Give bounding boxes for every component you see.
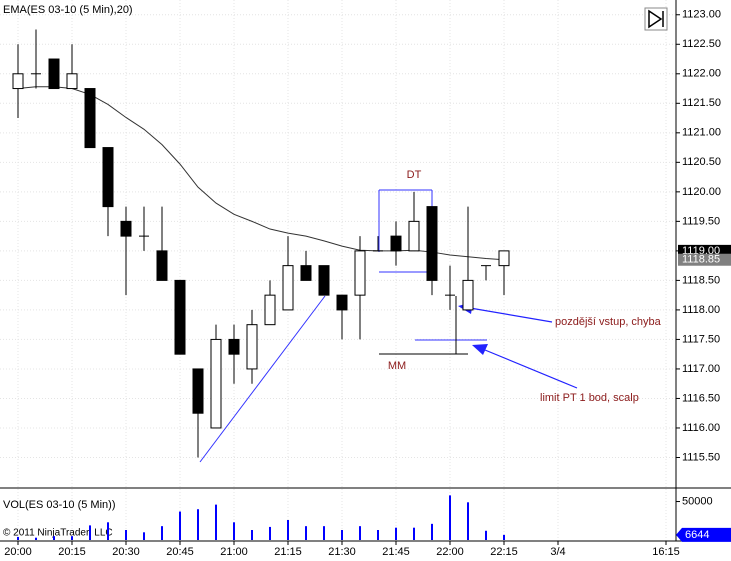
play-icon[interactable] [644, 7, 668, 31]
volume-bar [341, 530, 343, 540]
candle-body [354, 250, 366, 296]
candle-body [390, 235, 402, 252]
value-label: 6644 [685, 529, 709, 541]
y-tick-label: 1115.50 [682, 451, 720, 463]
candle-body [264, 294, 276, 326]
x-tick-label: 16:15 [652, 546, 680, 558]
candle-body [102, 147, 114, 208]
y-tick-label: 1116.50 [682, 392, 720, 404]
candle-body [228, 338, 240, 355]
annotation: limit PT 1 bod, scalp [540, 392, 639, 404]
y-tick-label: 1117.00 [682, 363, 720, 375]
volume-bar [17, 536, 19, 540]
volume-bar [269, 526, 271, 540]
x-tick-label: 21:00 [220, 546, 248, 558]
volume-bar [71, 536, 73, 540]
y-tick-label: 1119.50 [682, 215, 720, 227]
x-tick-label: 20:15 [58, 546, 86, 558]
candle-body [192, 368, 204, 414]
candle-body [408, 220, 420, 252]
value-label-box [676, 527, 731, 542]
y-tick-label: 1116.00 [682, 422, 720, 434]
x-tick-label: 20:30 [112, 546, 140, 558]
candle-body [426, 206, 438, 281]
volume-bar [485, 530, 487, 540]
annotation: DT [407, 169, 422, 181]
volume-bar [323, 526, 325, 540]
volume-bar [107, 522, 109, 540]
volume-bar [179, 511, 181, 540]
volume-bar [161, 526, 163, 540]
y-tick-label: 1118.50 [682, 274, 720, 286]
y-tick-label: 1123.00 [682, 9, 721, 21]
candle-body [282, 265, 294, 311]
annotation: pozdější vstup, chyba [555, 316, 662, 328]
volume-bar [413, 527, 415, 540]
volume-bar [233, 522, 235, 540]
y-tick-label: 1118.00 [682, 304, 720, 316]
candle-body [48, 58, 60, 90]
volume-bar [197, 509, 199, 540]
candle-body [66, 73, 78, 90]
y-tick-label: 1120.00 [682, 186, 721, 198]
x-tick-label: 20:45 [166, 546, 194, 558]
volume-bar [449, 495, 451, 540]
y-tick-label: 1122.50 [682, 38, 721, 50]
x-tick-label: 20:00 [4, 546, 32, 558]
volume-bar [377, 530, 379, 540]
volume-bar [215, 504, 217, 540]
candle-body [498, 250, 510, 267]
y-tick-label: 1120.50 [682, 156, 721, 168]
candle-body [318, 265, 330, 296]
volume-bar [395, 527, 397, 540]
y-tick-label: 1122.00 [682, 68, 721, 80]
volume-bar [53, 536, 55, 540]
copyright: © 2011 NinjaTrader, LLC [3, 528, 113, 539]
y-tick-label: 1121.50 [682, 97, 721, 109]
volume-bar [431, 523, 433, 540]
x-tick-label: 21:15 [274, 546, 302, 558]
x-tick-label: 3/4 [550, 546, 565, 558]
y-tick-label: 1117.50 [682, 333, 720, 345]
x-tick-label: 22:15 [490, 546, 518, 558]
volume-bar [143, 532, 145, 540]
candle-body [156, 250, 168, 281]
volume-bar [125, 530, 127, 540]
volume-bar [503, 534, 505, 540]
candle-body [462, 279, 474, 311]
volume-bar [467, 502, 469, 540]
volume-bar [287, 520, 289, 540]
y-tick-label: 1121.00 [682, 127, 721, 139]
volume-bar [305, 526, 307, 540]
candle-body [210, 338, 222, 429]
volume-bar [251, 530, 253, 540]
candle-body [120, 220, 132, 237]
price-marker-box [678, 253, 731, 266]
volume-bar [35, 537, 37, 540]
x-tick-label: 21:30 [328, 546, 356, 558]
x-tick-label: 22:00 [436, 546, 464, 558]
volume-bar [359, 526, 361, 540]
price-title: EMA(ES 03-10 (5 Min),20) [3, 4, 133, 16]
candle-body [84, 88, 96, 149]
x-tick-label: 21:45 [382, 546, 410, 558]
candle-body [174, 279, 186, 355]
candle-body [336, 294, 348, 311]
annotation: MM [388, 360, 406, 372]
y-tick-label: 50000 [682, 495, 713, 507]
volume-title: VOL(ES 03-10 (5 Min)) [3, 499, 115, 511]
ema-line [17, 86, 505, 261]
volume-bar [89, 525, 91, 540]
price-marker-label: 1118.85 [682, 254, 720, 266]
candle-body [300, 265, 312, 281]
candle-body [12, 73, 24, 90]
candle-body [246, 324, 258, 370]
